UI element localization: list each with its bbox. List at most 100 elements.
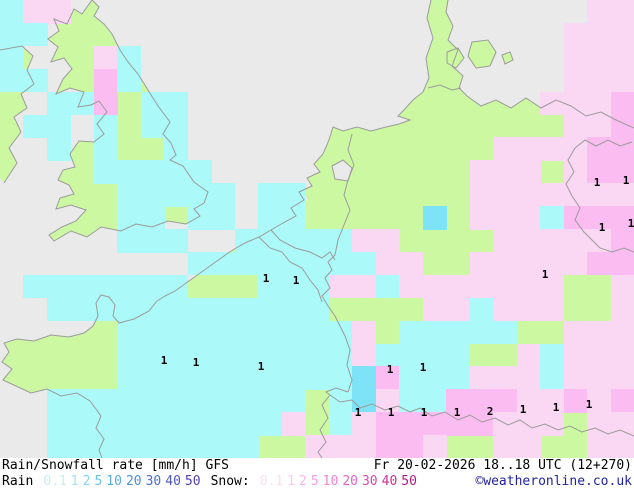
precip-cell [93,137,118,161]
precip-cell [375,435,400,459]
precip-cell [610,412,634,436]
precip-cell [140,389,165,413]
precip-cell [493,229,518,253]
precip-cell [211,343,236,367]
precip-cell [164,366,189,390]
copyright: ©weatheronline.co.uk [475,474,632,489]
precip-cell [563,183,588,207]
precip-cell [540,343,565,367]
precip-cell [164,320,189,345]
precip-cell [258,320,283,345]
precip-cell [493,274,518,299]
precip-cell [211,251,236,276]
precip-value-label: 1 [386,363,394,376]
precip-cell [281,366,306,390]
precip-cell [469,160,494,184]
precip-cell [399,251,424,276]
precip-cell [258,343,283,367]
precip-cell [563,229,588,253]
precip-cell [375,412,400,436]
precip-cell [610,274,634,299]
precip-value-label: 1 [593,176,601,189]
precip-cell [93,297,118,322]
map-line-layer [0,0,634,458]
precip-value-label: 1 [354,406,362,419]
precip-cell [375,229,400,253]
precip-cell [211,366,236,390]
precip-cell [187,183,212,207]
precip-cell [493,183,518,207]
precip-cell [0,68,25,93]
precip-cell [610,206,634,230]
precip-cell [610,45,634,70]
precip-cell [305,343,330,367]
precip-cell [469,274,494,299]
precip-cell [610,389,634,413]
map-area: 1 1 1 1 1 1 1 1 1 1 1 1 1 1 1 1 2 1 1 1 [0,0,634,459]
value-labels: 1 1 1 1 1 1 1 1 1 1 1 1 1 1 1 1 2 1 1 1 [160,174,634,419]
precip-cell [305,366,330,390]
precip-cell [164,137,189,161]
coast-danish-islands [446,39,514,69]
precip-cell [187,389,212,413]
precip-value-label: 1 [420,406,428,419]
precip-cell [117,320,142,345]
precip-cell [375,366,400,390]
precip-cell [164,91,189,116]
precip-cell [610,160,634,184]
precip-cell [187,366,212,390]
precip-cell [587,435,612,459]
precip-cell [493,320,518,345]
precip-cell [93,91,118,116]
precip-cell [46,137,72,161]
precip-value-label: 1 [160,354,168,367]
precip-value-label: 2 [486,405,494,418]
precip-value-label: 1 [257,360,265,373]
precip-cell [140,435,165,459]
precip-value-label: 1 [292,274,300,287]
precip-cell [46,91,72,116]
precip-cell [258,251,283,276]
precip-cell [422,412,447,436]
precip-cell [211,435,236,459]
precip-value-label: 1 [627,217,634,230]
precip-cell [164,183,189,207]
precip-cell [164,274,189,299]
precip-cell [164,412,189,436]
precip-cell [493,389,518,413]
precip-cell [422,206,447,230]
precip-cell [164,297,189,322]
precip-value-label: 1 [519,403,527,416]
precip-cell [0,0,25,24]
precip-cell [399,320,424,345]
precip-cell [140,183,165,207]
precip-cell [422,435,447,459]
precip-cell [540,229,565,253]
border-netherlands-germany [321,133,355,393]
precip-cell [446,366,471,390]
scale-value: 0.1 [43,474,67,489]
precip-cell [93,389,118,413]
precip-cell [0,45,25,70]
precip-cell [281,274,306,299]
precip-cell [352,412,377,436]
precip-cell [446,412,471,436]
precip-cell [399,274,424,299]
scale-value: 2 [82,474,91,489]
border-alps [329,394,634,437]
precip-cell [117,68,142,93]
precip-cell [563,320,588,345]
precip-cell [375,251,400,276]
precip-cell [234,320,259,345]
precip-cell [446,320,471,345]
precip-cell [281,229,306,253]
precip-cell [281,320,306,345]
precip-cell [70,297,95,322]
precip-cell [352,366,377,390]
precip-cell [563,366,588,390]
precip-cell [563,114,588,138]
precip-cell [281,206,306,230]
precip-cell [587,137,612,161]
precip-cell [187,297,212,322]
